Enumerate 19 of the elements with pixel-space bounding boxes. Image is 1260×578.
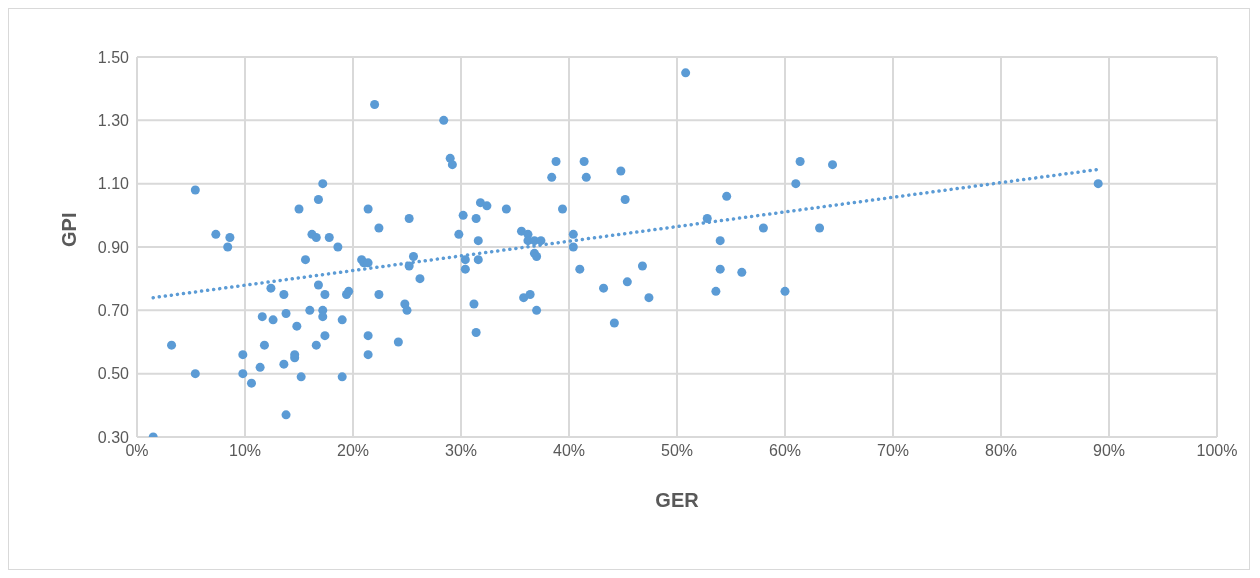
y-tick-label: 0.50	[97, 365, 130, 383]
x-tick-label: 90%	[1092, 442, 1126, 460]
x-tick-label: 60%	[768, 442, 802, 460]
x-tick-label: 10%	[228, 442, 262, 460]
x-tick-label: 50%	[660, 442, 694, 460]
y-tick-label: 1.50	[97, 48, 130, 66]
x-tick-label: 0%	[125, 442, 149, 460]
x-tick-label: 40%	[552, 442, 586, 460]
y-axis-title: GPI	[58, 212, 81, 247]
y-tick-label: 0.90	[97, 238, 130, 256]
y-tick-label: 0.70	[97, 302, 130, 320]
x-tick-label: 70%	[876, 442, 910, 460]
x-tick-label: 80%	[984, 442, 1018, 460]
x-tick-label: 30%	[444, 442, 478, 460]
y-tick-label: 1.10	[97, 175, 130, 193]
x-axis-title: GER	[655, 489, 700, 511]
x-tick-label: 100%	[1196, 442, 1238, 460]
y-tick-label: 1.30	[97, 112, 130, 130]
x-tick-label: 20%	[336, 442, 370, 460]
